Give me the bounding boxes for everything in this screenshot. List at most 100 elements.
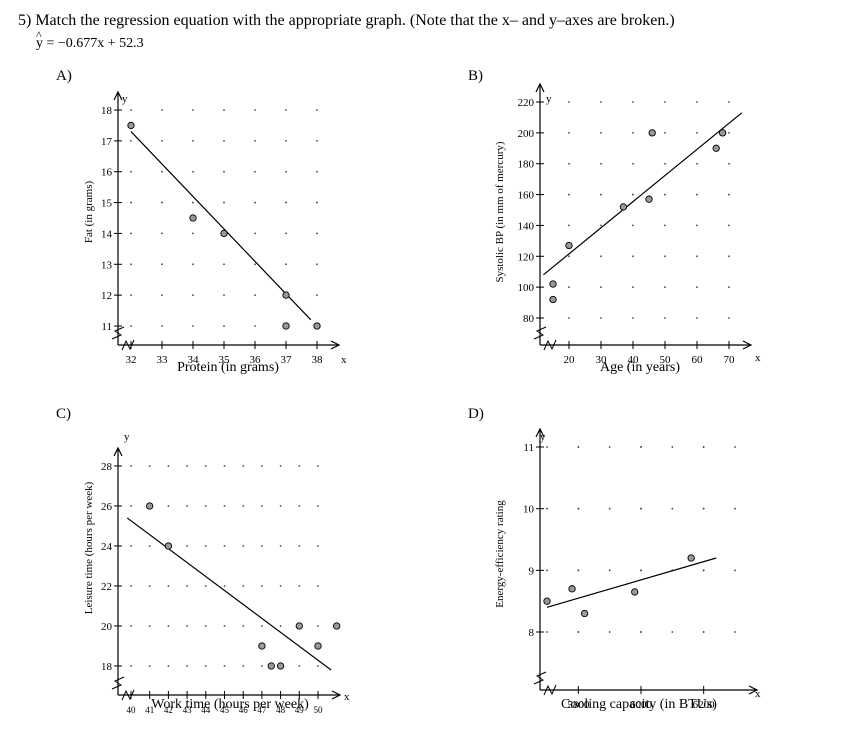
grid-dot [608,631,611,633]
x-tick-label: 60 [692,354,704,366]
data-point [258,642,266,650]
grid-dot [130,665,132,667]
grid-dot [608,446,611,448]
grid-dot [632,162,634,165]
grid-dot [702,631,705,633]
grid-dot [608,507,611,510]
grid-dot [223,625,226,627]
grid-dot [298,465,301,467]
grid-dot [186,585,189,587]
grid-dot [285,263,287,266]
grid-dot [568,255,570,258]
grid-dot [728,193,730,196]
grid-dot [285,139,287,142]
x-tick-label: 20 [564,354,576,366]
grid-dot [317,505,319,507]
grid-dot [192,325,194,327]
grid-dot [192,170,194,173]
grid-dot [223,170,225,173]
grid-dot [130,545,132,547]
grid-dot [298,585,301,587]
x-axis-label: Age (in years) [600,360,680,375]
grid-dot [728,224,730,227]
grid-dot [148,465,151,467]
data-point [619,203,628,211]
grid-dot [261,505,263,507]
y-tick-label: 24 [101,541,113,553]
data-point [645,195,653,203]
x-tick-label: 48 [276,705,286,715]
grid-dot [317,625,319,627]
question-text: 5) Match the regression equation with th… [18,12,675,29]
y-tick-label: 80 [523,313,535,325]
grid-dot [632,193,634,196]
y-axis-label: Systolic BP (in mm of mercury) [494,141,506,282]
grid-dot [130,465,132,467]
grid-dot [316,294,318,297]
grid-dot [161,170,163,173]
grid-dot [130,232,132,235]
grid-dot [192,263,194,266]
x-axis-break [543,339,557,351]
x-tick-label: 6000 [630,699,653,711]
grid-dot [600,131,602,134]
y-tick-label: 12 [101,290,112,302]
grid-dot [130,263,132,266]
grid-dot [632,317,634,319]
x-tick-label: 5800 [567,699,590,711]
grid-dot [130,294,132,297]
grid-dot [568,101,570,103]
y-tick-label: 220 [518,97,535,109]
y-tick-label: 100 [518,282,535,294]
grid-dot [279,505,282,507]
grid-dot [223,325,225,327]
grid-dot [608,569,611,572]
x-axis-label: Cooling capacity (in BTUs) [561,697,717,712]
x-tick-label: 6200 [693,699,716,711]
grid-dot [148,665,151,667]
grid-dot [223,201,225,204]
grid-dot [261,665,263,667]
grid-dot [317,585,319,587]
grid-dot [223,585,226,587]
y-tick-label: 14 [101,228,113,240]
y-tick-label: 140 [518,220,535,232]
x-tick-label: 34 [188,354,200,366]
grid-dot [316,170,318,173]
grid-dot [577,446,580,448]
grid-dot [568,131,570,134]
y-tick-label: 22 [101,581,112,593]
x-axis-letter: x [755,688,761,700]
y-tick-label: 18 [101,661,113,673]
x-tick-label: 41 [145,705,154,715]
grid-dot [600,317,602,319]
grid-dot [298,545,301,547]
grid-dot [148,625,151,627]
grid-dot [161,232,163,235]
x-tick-label: 37 [281,354,293,366]
grid-dot [223,294,225,297]
grid-dot [568,162,570,165]
grid-dot [728,162,730,165]
grid-dot [242,585,245,587]
x-tick-label: 49 [295,705,305,715]
data-point [549,295,557,304]
grid-dot [600,101,602,103]
grid-dot [568,317,570,319]
y-axis-arrow [113,446,123,457]
grid-dot [546,446,548,448]
grid-dot [254,263,256,266]
grid-dot [316,232,318,235]
grid-dot [192,294,194,297]
x-tick-label: 38 [312,354,324,366]
grid-dot [316,263,318,266]
data-point [565,241,573,250]
x-axis-arrow [330,340,341,350]
grid-dot [600,162,602,165]
grid-dot [130,625,132,627]
grid-dot [568,286,570,289]
x-axis-break [121,689,135,701]
y-axis-arrow [535,427,545,438]
grid-dot [696,131,698,134]
